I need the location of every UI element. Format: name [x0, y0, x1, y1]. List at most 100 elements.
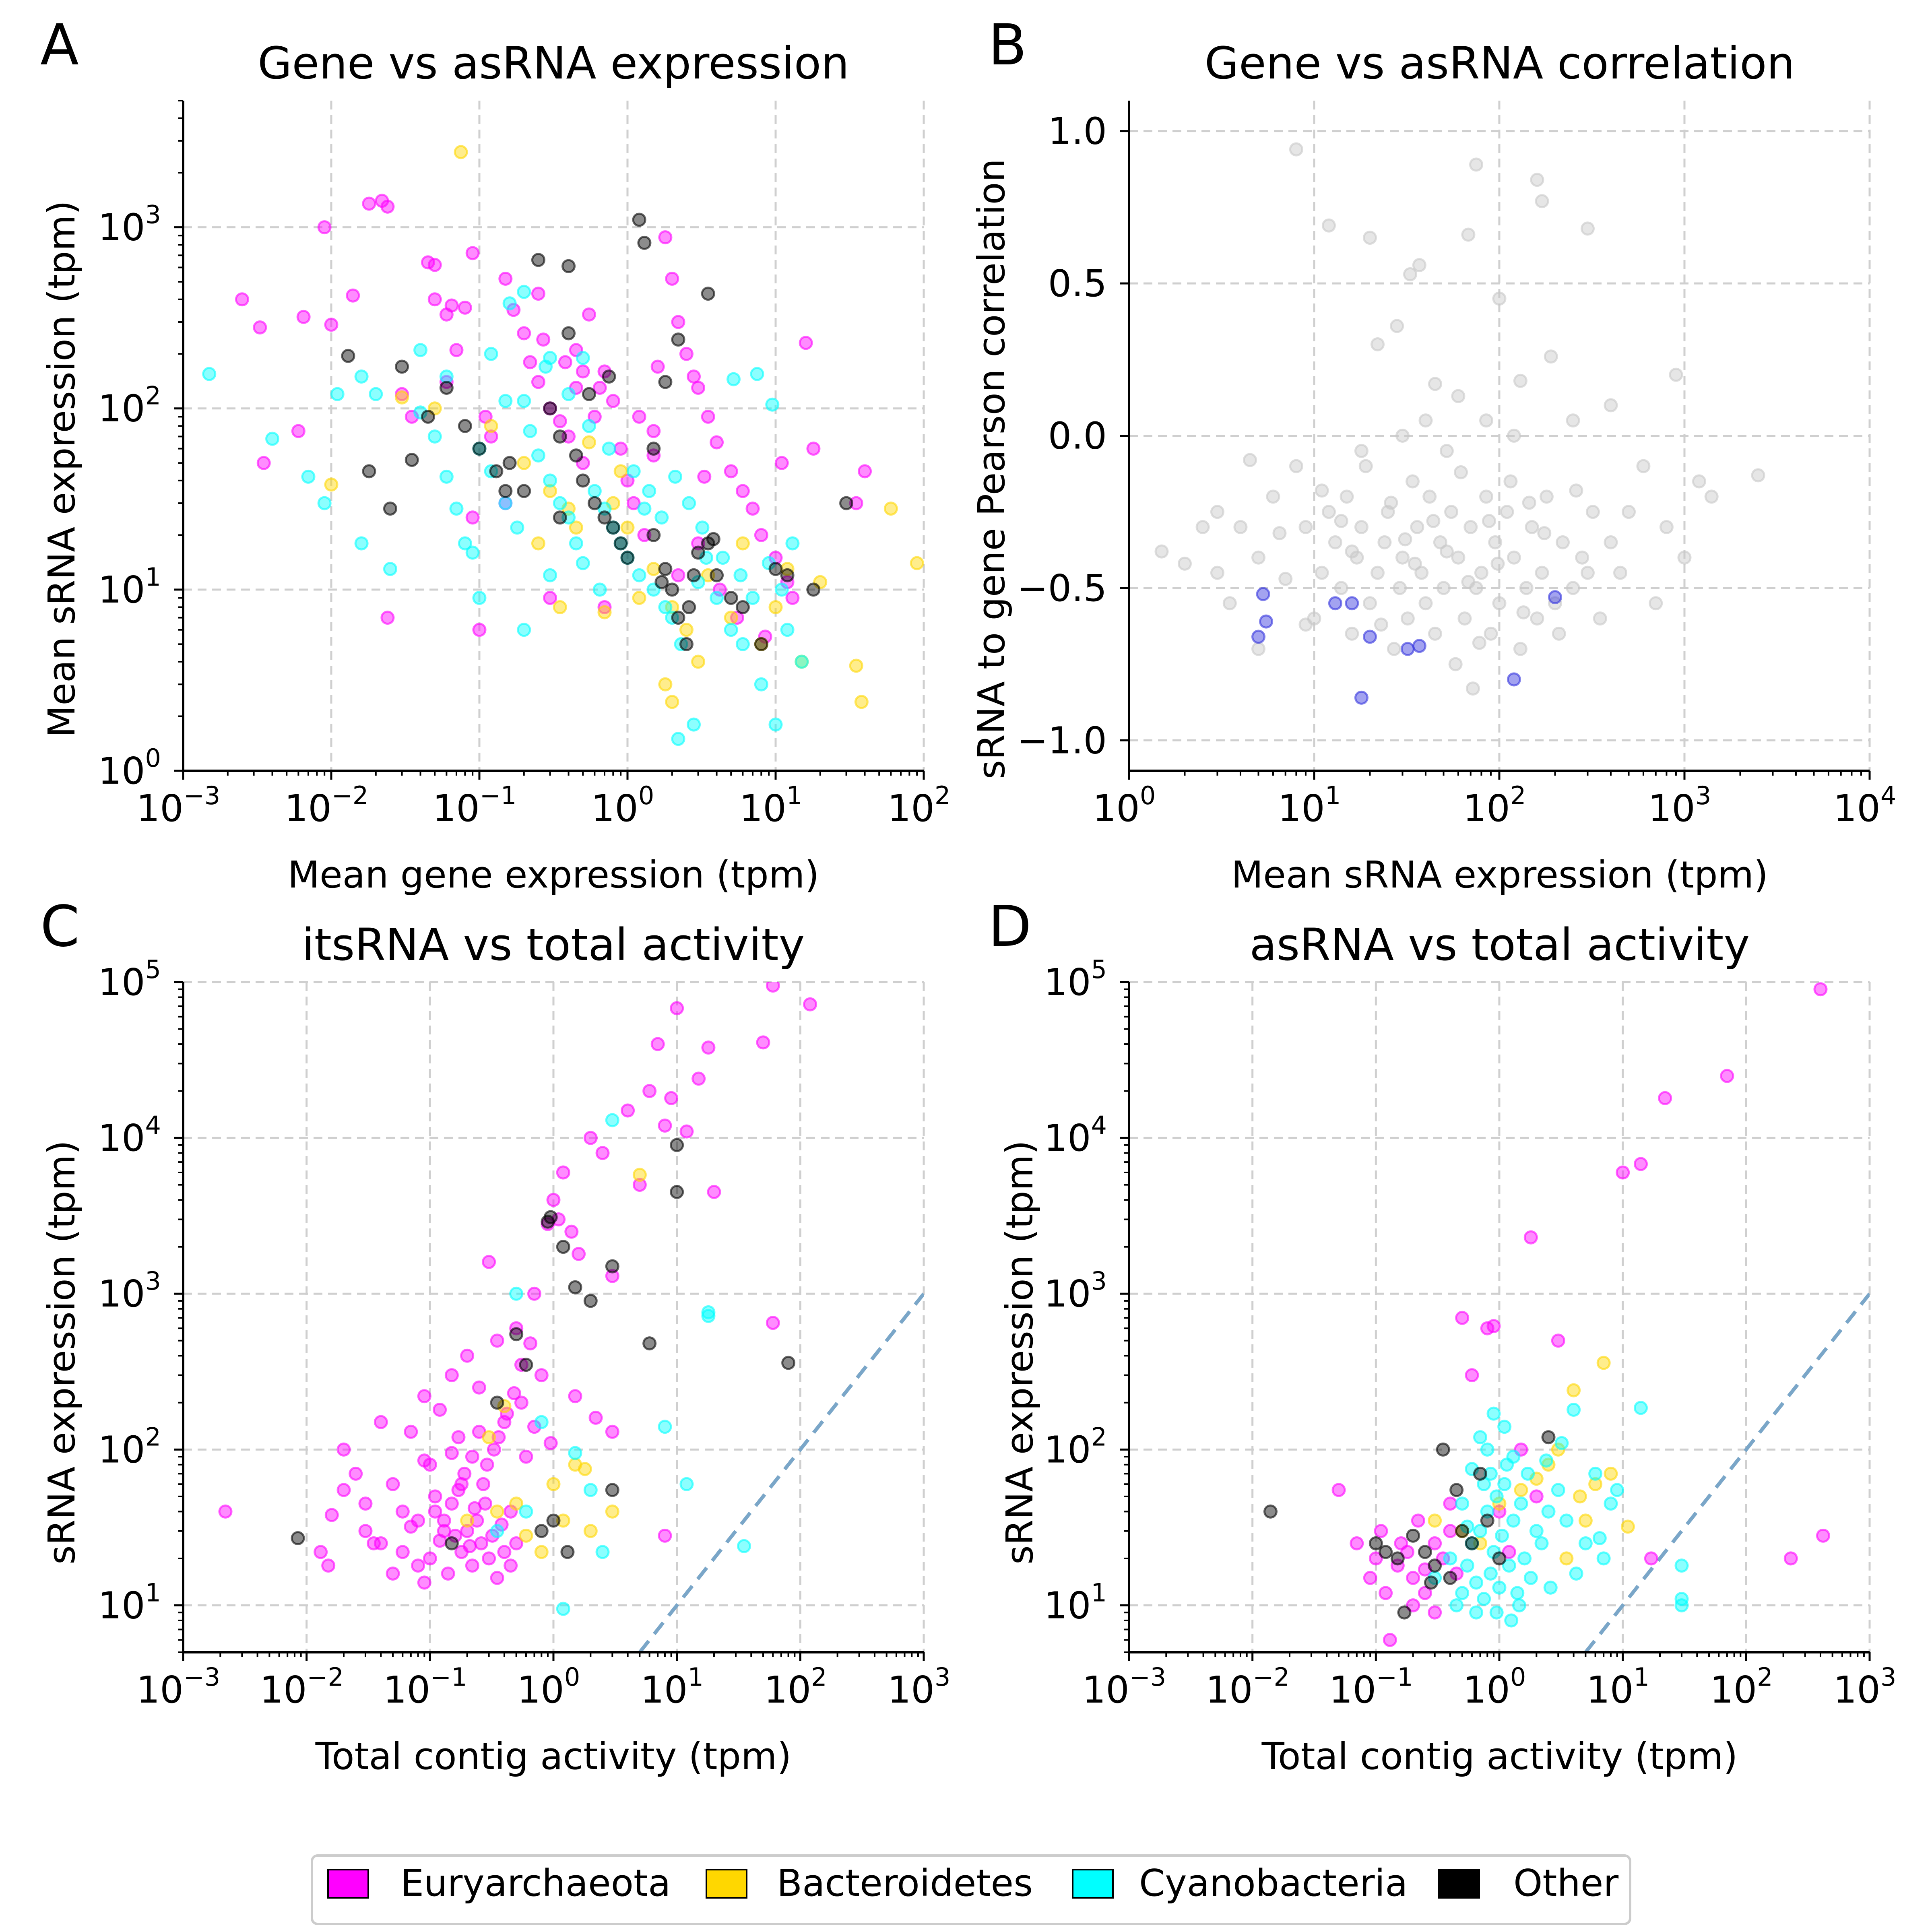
data-point-b-series — [1321, 218, 1336, 233]
data-point-c-euryarchaeota — [670, 1001, 684, 1016]
data-point-a-bacteroidetes — [768, 600, 783, 614]
panel-b: B Gene vs asRNA correlation 100 101 102 103… — [970, 12, 1896, 896]
data-point-a-euryarchaeota — [745, 502, 760, 516]
data-point-d-cyanobacteria — [1567, 1403, 1581, 1417]
data-point-d-euryarchaeota — [1633, 1157, 1648, 1171]
panel-b-plot-area — [1154, 142, 1765, 705]
data-point-b-series — [1298, 520, 1313, 535]
data-point-d-cyanobacteria — [1569, 1566, 1583, 1581]
data-point-c-euryarchaeota — [519, 1449, 533, 1464]
data-point-a-cyanobacteria — [726, 372, 741, 386]
data-point-b-series — [1328, 535, 1342, 549]
tick-label-y: −0.5 — [1017, 567, 1107, 610]
tick-label-x: 10−2 — [1205, 1662, 1289, 1711]
data-point-a-cyanobacteria — [754, 677, 768, 691]
data-point-c-euryarchaeota — [324, 1508, 339, 1522]
data-point-a-other — [706, 532, 720, 546]
legend: Euryarchaeota Bacteroidetes Cyanobacteri… — [311, 1854, 1631, 1925]
data-point-a-other — [710, 568, 724, 582]
data-point-a-cyanobacteria — [458, 536, 472, 551]
data-point-d-bacteroidetes — [1573, 1489, 1587, 1504]
data-point-b-series — [1552, 626, 1566, 641]
data-point-a-euryarchaeota — [679, 347, 694, 361]
data-point-d-euryarchaeota — [1616, 1165, 1630, 1180]
data-point-c-euryarchaeota — [588, 1410, 603, 1425]
data-point-d-euryarchaeota — [1523, 1230, 1538, 1245]
data-point-c-euryarchaeota — [395, 1545, 410, 1559]
data-point-a-bacteroidetes — [854, 695, 869, 709]
data-point-a-euryarchaeota — [671, 315, 685, 329]
data-point-a-euryarchaeota — [380, 199, 395, 214]
data-point-a-other — [602, 369, 616, 384]
data-point-b-series — [1659, 520, 1674, 535]
panel-b-axes: 100 101 102 103 104 1.0 0.5 0.0 −0.5 −1.0 — [1017, 101, 1897, 830]
data-point-a-bacteroidetes — [910, 556, 924, 570]
data-point-b-series — [1451, 550, 1466, 565]
panel-c-letter: C — [40, 894, 80, 960]
data-point-d-cyanobacteria — [1494, 1528, 1509, 1543]
data-point-c-euryarchaeota — [664, 1091, 679, 1105]
data-point-d-euryarchaeota — [1720, 1069, 1734, 1083]
data-point-b-series — [1251, 550, 1266, 565]
data-point-d-bacteroidetes — [1567, 1383, 1581, 1397]
tick-label-x: 100 — [517, 1662, 580, 1711]
data-point-d-cyanobacteria — [1469, 1605, 1484, 1620]
data-point-d-cyanobacteria — [1674, 1591, 1689, 1606]
data-point-c-bacteroidetes — [482, 1430, 496, 1445]
data-point-b-series — [1412, 639, 1426, 653]
data-point-d-cyanobacteria — [1469, 1575, 1484, 1590]
data-point-c-euryarchaeota — [490, 1571, 504, 1585]
data-point-b-series — [1428, 626, 1442, 641]
data-point-c-euryarchaeota — [701, 1040, 716, 1055]
data-point-c-euryarchaeota — [500, 1406, 514, 1421]
data-point-a-other — [517, 484, 531, 498]
data-point-d-other — [1406, 1528, 1420, 1543]
tick-label-x: 102 — [888, 781, 951, 830]
data-point-d-bacteroidetes — [1588, 1477, 1603, 1491]
data-point-a-cyanobacteria — [654, 510, 669, 525]
data-point-d-cyanobacteria — [1554, 1436, 1569, 1450]
legend-frame — [311, 1854, 1631, 1925]
data-point-a-other — [405, 453, 419, 467]
data-point-d-euryarchaeota — [1374, 1524, 1388, 1538]
data-point-a-euryarchaeota — [626, 496, 641, 510]
data-point-b-series — [1266, 489, 1280, 504]
data-point-d-euryarchaeota — [1368, 1551, 1383, 1566]
data-point-c-other — [490, 1395, 504, 1410]
data-point-b-series — [1412, 258, 1426, 272]
data-point-b-series — [1243, 453, 1257, 467]
panel-c-x-axis-label: Total contig activity (tpm) — [315, 1735, 792, 1778]
data-point-b-series — [1593, 611, 1607, 626]
tick-label-y: 0.5 — [1048, 262, 1107, 305]
data-point-d-euryarchaeota — [1383, 1633, 1397, 1647]
data-point-c-euryarchaeota — [218, 1504, 233, 1519]
data-point-b-series — [1585, 505, 1600, 519]
legend-label: Cyanobacteria — [1139, 1862, 1408, 1905]
data-point-b-series — [1362, 596, 1377, 611]
data-point-c-euryarchaeota — [658, 1118, 672, 1133]
data-point-d-other — [1473, 1466, 1487, 1481]
tick-label-x: 104 — [1833, 781, 1897, 830]
data-point-b-series — [1387, 642, 1401, 656]
data-point-b-series — [1362, 630, 1377, 644]
data-point-a-cyanobacteria — [582, 419, 596, 433]
data-point-a-cyanobacteria — [502, 296, 517, 311]
data-point-a-cyanobacteria — [750, 367, 764, 381]
data-point-a-other — [472, 442, 487, 456]
data-point-a-euryarchaeota — [858, 464, 872, 479]
data-point-b-series — [1345, 544, 1359, 559]
data-point-a-bacteroidetes — [582, 435, 596, 450]
data-point-d-other — [1436, 1442, 1450, 1457]
data-point-a-cyanobacteria — [592, 582, 607, 597]
data-point-a-other — [806, 582, 821, 597]
data-point-a-other — [543, 401, 557, 416]
data-point-c-euryarchaeota — [460, 1348, 475, 1363]
data-point-c-euryarchaeota — [460, 1524, 475, 1538]
data-point-a-bacteroidetes — [613, 464, 628, 479]
data-point-b-series — [1222, 596, 1237, 611]
data-point-a-euryarchaeota — [235, 292, 249, 307]
tick-label-y: 102 — [1044, 1422, 1107, 1471]
data-point-b-series — [1548, 590, 1562, 605]
tick-label-x: 102 — [1463, 781, 1526, 830]
data-point-a-other — [637, 235, 652, 250]
